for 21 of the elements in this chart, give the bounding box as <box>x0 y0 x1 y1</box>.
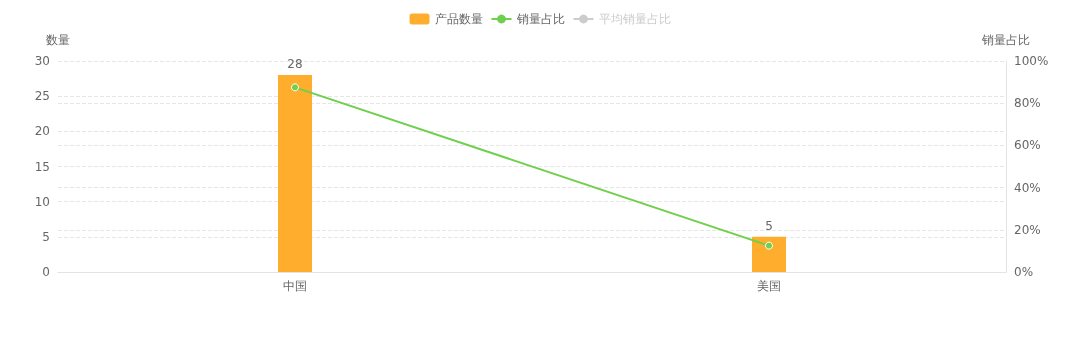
y-tick-label: 30 <box>34 54 50 68</box>
y2-tick-label: 100% <box>1014 54 1049 68</box>
y-tick-label: 10 <box>34 194 50 209</box>
y-tick-label: 0 <box>42 265 50 279</box>
y-tick-label: 20 <box>34 124 50 139</box>
y2-tick-label: 20% <box>1014 222 1041 237</box>
y2-axis-title: 销量占比 <box>981 33 1030 47</box>
y2-tick-label: 80% <box>1014 96 1041 111</box>
legend-label: 产品数量 <box>434 12 483 26</box>
y-tick-label: 15 <box>34 159 50 174</box>
x-tick-label: 美国 <box>757 279 781 293</box>
y-axis-title: 数量 <box>46 33 70 47</box>
data-label: 5 <box>765 218 773 233</box>
legend-label: 销量占比 <box>515 12 565 26</box>
y2-tick-label: 60% <box>1014 138 1041 153</box>
y2-tick-label: 40% <box>1014 180 1041 195</box>
y2-tick-label: 0% <box>1014 265 1034 279</box>
data-label: 28 <box>287 57 303 72</box>
y-tick-label: 25 <box>34 89 50 104</box>
y-tick-label: 5 <box>42 229 50 244</box>
x-tick-label: 中国 <box>283 279 307 293</box>
